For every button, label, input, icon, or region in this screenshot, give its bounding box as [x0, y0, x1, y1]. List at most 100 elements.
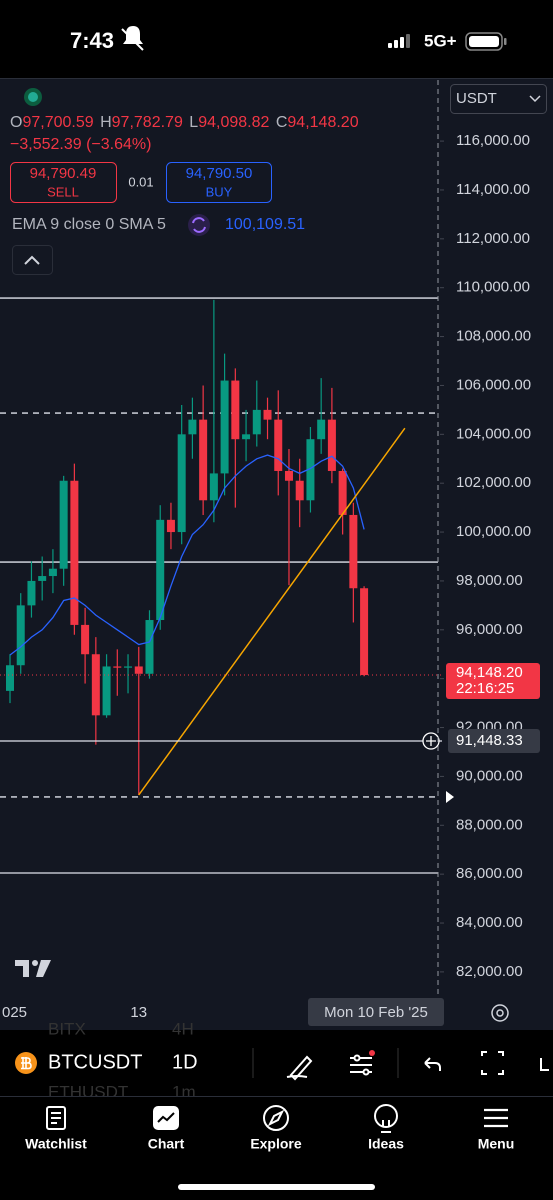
- candle-body: [263, 409, 272, 420]
- add-alert-plus: [426, 736, 436, 747]
- plot: 82,000.00 84,000.00 86,000.00 88,000.00 90,0…: [0, 132, 540, 980]
- candle-body: [242, 434, 251, 440]
- tab-label[interactable]: Explore: [250, 1136, 302, 1152]
- y-tick-label: 110,000.00: [456, 279, 530, 296]
- candle-body: [81, 624, 90, 655]
- sell-button[interactable]: 94,790.49 SELL: [10, 162, 117, 203]
- ghost-interval: 4H: [172, 1019, 194, 1038]
- indicator-icon-arrows: [192, 217, 206, 233]
- y-tick-label: 90,000.00: [456, 767, 523, 784]
- y-tick-label: 96,000.00: [456, 621, 523, 638]
- candle-body: [220, 380, 229, 474]
- y-tick-label: 104,000.00: [456, 425, 531, 442]
- y-tick-label: 88,000.00: [456, 816, 523, 833]
- collapse-icon: [24, 255, 40, 265]
- indicator-value: 100,109.51: [225, 216, 305, 233]
- ohlc-legend: O97,700.59 H97,782.79 L94,098.82 C94,148…: [10, 114, 359, 131]
- y-tick-label: 102,000.00: [456, 474, 531, 491]
- y-tick-label: 106,000.00: [456, 376, 531, 393]
- market-status-dot-core: [28, 92, 38, 102]
- ema-line: [9, 454, 365, 656]
- battery-icon: [465, 32, 507, 51]
- sell-label[interactable]: SELL: [47, 184, 79, 199]
- symbol[interactable]: BTCUSDT: [48, 1051, 142, 1073]
- candle-body: [231, 380, 240, 440]
- candle-body: [338, 470, 347, 515]
- y-tick-label: 100,000.00: [456, 523, 531, 540]
- buy-box[interactable]: [166, 162, 272, 203]
- candle-body: [156, 519, 165, 621]
- crosshair-date-box: [308, 998, 444, 1026]
- y-tick-label: 116,000.00: [456, 132, 530, 149]
- candle-body: [102, 666, 111, 716]
- settings-icon[interactable]: [491, 1004, 509, 1022]
- candle-body: [70, 480, 79, 625]
- home-indicator: [178, 1184, 375, 1190]
- time-axis-labels: 025 13: [2, 1004, 147, 1021]
- interval[interactable]: 1D: [172, 1051, 198, 1073]
- draw-tool-icon[interactable]: [286, 1055, 313, 1081]
- candle-body: [209, 473, 218, 501]
- trendline: [138, 427, 406, 796]
- status-time: 7:43: [70, 28, 114, 53]
- ghost-symbol: BITX: [48, 1019, 86, 1038]
- candle-body: [188, 419, 197, 435]
- y-tick-label: 84,000.00: [456, 914, 523, 931]
- watchlist-icon[interactable]: [46, 1106, 66, 1130]
- bitcoin-glyph: [21, 1057, 32, 1070]
- tab-label[interactable]: Chart: [148, 1136, 185, 1152]
- candle-body: [360, 588, 369, 676]
- chart-icon[interactable]: [153, 1106, 179, 1130]
- fullscreen-icon[interactable]: [481, 1051, 504, 1075]
- change-text: −3,552.39 (−3.64%): [10, 136, 151, 153]
- spread: 0.01: [128, 174, 153, 189]
- buy-label[interactable]: BUY: [206, 184, 233, 199]
- candle-body: [113, 666, 122, 668]
- currency-label[interactable]: USDT: [456, 90, 497, 107]
- indicators-icon[interactable]: [350, 1050, 375, 1076]
- layout-icon[interactable]: [540, 1058, 549, 1071]
- tradingview-logo: [15, 960, 51, 977]
- x-tick-label: 025: [2, 1004, 27, 1021]
- y-tick-label: 82,000.00: [456, 963, 523, 980]
- currency-selector[interactable]: [450, 84, 547, 114]
- buy-button[interactable]: 94,790.50 BUY: [166, 162, 272, 203]
- candle-body: [59, 480, 68, 569]
- candle-body: [16, 605, 25, 666]
- menu-icon[interactable]: [484, 1108, 508, 1128]
- last-price-label: 94,148.20: [456, 664, 523, 681]
- explore-icon[interactable]: [263, 1105, 289, 1131]
- candle-body: [48, 568, 57, 577]
- candle-body: [124, 666, 133, 668]
- candle-body: [327, 419, 336, 471]
- candle-body: [317, 419, 326, 440]
- symbol-bar: [0, 1030, 553, 1096]
- crosshair-date: Mon 10 Feb '25: [324, 1004, 428, 1021]
- candle-body: [177, 434, 186, 533]
- crosshair-price: 91,448.33: [456, 732, 523, 749]
- candle-body: [295, 480, 304, 501]
- candle-body: [274, 419, 283, 471]
- x-tick-label: 13: [130, 1004, 147, 1021]
- y-tick-label: 86,000.00: [456, 865, 523, 882]
- candle-body: [38, 576, 47, 581]
- tab-label[interactable]: Watchlist: [25, 1136, 87, 1152]
- sell-box[interactable]: [10, 162, 117, 203]
- tab-label[interactable]: Menu: [478, 1136, 515, 1152]
- candle-body: [349, 514, 358, 589]
- chart-panel: [0, 78, 553, 1030]
- buy-price[interactable]: 94,790.50: [186, 165, 253, 182]
- line-marker: [446, 791, 454, 803]
- ideas-icon[interactable]: [374, 1104, 398, 1133]
- candle-body: [134, 666, 143, 674]
- tab-label[interactable]: Ideas: [368, 1136, 404, 1152]
- sell-price[interactable]: 94,790.49: [30, 165, 97, 182]
- tab-bar: [0, 1096, 553, 1200]
- collapse-button[interactable]: [12, 245, 53, 275]
- currency-caret: [529, 95, 541, 103]
- y-tick-label: 112,000.00: [456, 230, 530, 247]
- y-tick-label: 114,000.00: [456, 181, 530, 198]
- undo-icon[interactable]: [424, 1057, 441, 1071]
